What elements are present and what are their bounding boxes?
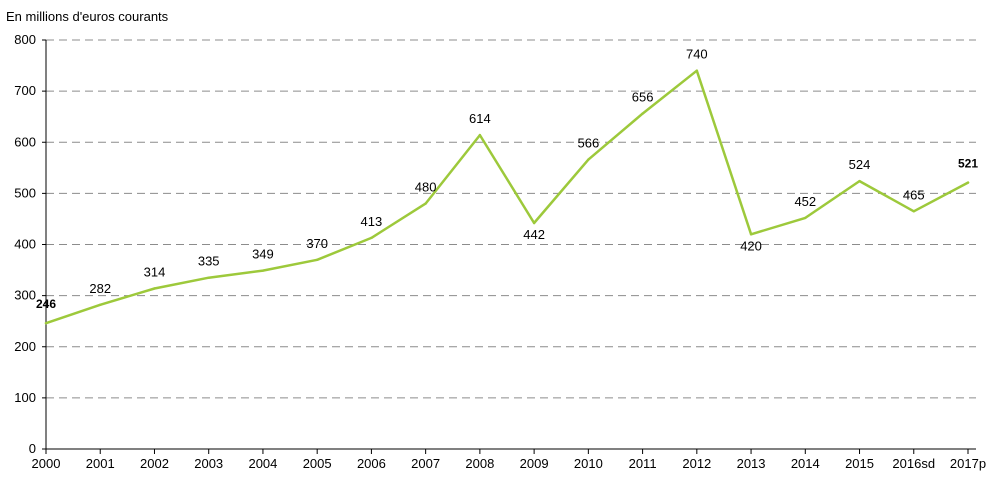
y-tick-label-700: 700 [14, 83, 36, 98]
x-tick-label-2001: 2001 [86, 456, 115, 471]
y-tick-label-300: 300 [14, 288, 36, 303]
data-point-2006 [370, 236, 373, 240]
x-tick-label-2013: 2013 [737, 456, 766, 471]
y-tick-label-400: 400 [14, 237, 36, 252]
x-tick-label-2000: 2000 [32, 456, 61, 471]
x-tick-label-2007: 2007 [411, 456, 440, 471]
x-tick-label-2008: 2008 [465, 456, 494, 471]
data-label-2007: 480 [415, 180, 437, 195]
data-point-2013 [749, 233, 753, 236]
x-axis-ticks: 2000 2001 2002 2003 2004 2005 2006 2007 2008 2009… [32, 449, 986, 471]
series [44, 69, 970, 325]
data-point-2012 [695, 69, 699, 72]
x-tick-label-2005: 2005 [303, 456, 332, 471]
series-line [44, 69, 970, 325]
x-tick-label-2017p: 2017p [950, 456, 986, 471]
data-point-2011 [641, 112, 644, 115]
y-axis-ticks: 0 100 200 300 400 500 600 700 800 [14, 32, 46, 456]
data-label-2009: 442 [523, 227, 545, 242]
data-point-2005 [315, 258, 319, 262]
data-point-2007 [424, 202, 427, 205]
data-point-2009 [532, 221, 536, 225]
data-labels: 246 282 314 335 349 370 413 480 614 442 566 656 740 4… [36, 47, 978, 312]
data-label-2011: 656 [632, 90, 654, 105]
data-label-2010: 566 [578, 136, 600, 151]
x-tick-label-2012: 2012 [682, 456, 711, 471]
data-point-2003 [207, 276, 210, 279]
data-point-2010 [587, 158, 590, 161]
y-tick-label-200: 200 [14, 339, 36, 354]
data-label-2003: 335 [198, 254, 220, 269]
y-tick-label-0: 0 [29, 441, 36, 456]
x-tick-label-2006: 2006 [357, 456, 386, 471]
y-tick-label-100: 100 [14, 390, 36, 405]
data-point-2004 [261, 269, 265, 272]
data-label-2015: 524 [849, 157, 871, 172]
data-label-2001: 282 [89, 281, 111, 296]
data-point-2008 [478, 133, 482, 137]
data-label-2012: 740 [686, 47, 708, 62]
unit-label: En millions d'euros courants [6, 9, 169, 24]
axes [45, 40, 976, 450]
data-point-2002 [153, 287, 156, 290]
data-label-2005: 370 [306, 236, 328, 251]
data-label-2016sd: 465 [903, 187, 925, 202]
gridlines [46, 39, 976, 399]
data-label-2000: 246 [36, 297, 56, 311]
data-point-2000 [44, 322, 48, 325]
data-label-2017p: 521 [958, 157, 978, 171]
x-tick-label-2002: 2002 [140, 456, 169, 471]
data-label-2006: 413 [361, 214, 383, 229]
data-point-2015 [858, 179, 861, 183]
data-label-2013: 420 [740, 238, 762, 253]
x-tick-label-2003: 2003 [194, 456, 223, 471]
data-point-2017p [966, 181, 970, 184]
data-label-2002: 314 [144, 264, 166, 279]
x-tick-label-2015: 2015 [845, 456, 874, 471]
data-point-2001 [99, 303, 102, 307]
y-tick-label-800: 800 [14, 32, 36, 47]
x-tick-label-2011: 2011 [629, 456, 657, 471]
data-label-2008: 614 [469, 111, 491, 126]
data-label-2014: 452 [794, 194, 816, 209]
x-tick-label-2016sd: 2016sd [892, 456, 935, 471]
x-tick-label-2014: 2014 [791, 456, 820, 471]
x-tick-label-2010: 2010 [574, 456, 603, 471]
y-tick-label-500: 500 [14, 185, 36, 200]
data-point-2014 [804, 216, 807, 220]
y-tick-label-600: 600 [14, 134, 36, 149]
data-point-2016sd [912, 210, 915, 213]
x-tick-label-2004: 2004 [248, 456, 277, 471]
x-tick-label-2009: 2009 [520, 456, 549, 471]
data-label-2004: 349 [252, 247, 274, 262]
